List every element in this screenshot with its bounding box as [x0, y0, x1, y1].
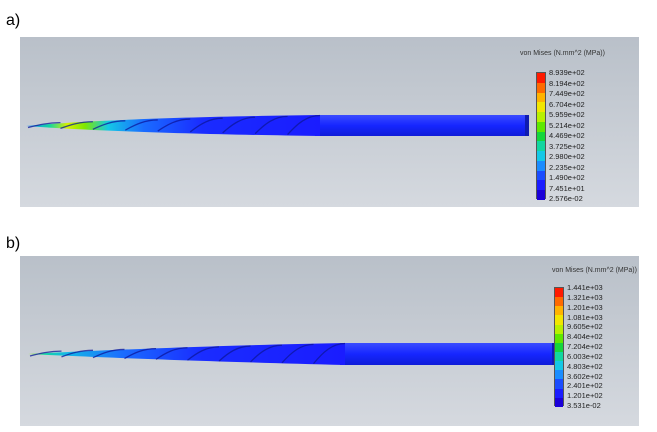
legend-swatch: [537, 170, 545, 181]
legend-colorbar-a: [536, 72, 546, 200]
fea-viewport-b[interactable]: [20, 256, 639, 426]
drill-model-a: [20, 37, 639, 207]
legend-tick-label: 1.441e+03: [567, 283, 603, 292]
flute-edge: [222, 116, 256, 134]
legend-swatch: [537, 73, 545, 83]
legend-swatch: [537, 141, 545, 152]
legend-tick-label: 6.003e+02: [567, 351, 603, 361]
fea-viewport-a[interactable]: [20, 37, 639, 207]
flute-edge: [157, 118, 191, 132]
legend-swatch: [537, 131, 545, 142]
legend-swatch: [555, 388, 563, 398]
flute-edge: [124, 347, 157, 360]
legend-tick-label: 3.602e+02: [567, 371, 603, 381]
legend-colorbar-b: [554, 287, 564, 407]
legend-swatch: [555, 306, 563, 316]
flute-edge: [187, 346, 220, 361]
legend-tick-label: 7.449e+02: [549, 89, 585, 98]
legend-swatch: [537, 102, 545, 113]
legend-tick-label: 8.404e+02: [567, 332, 603, 342]
legend-tick-label: 2.980e+02: [549, 152, 585, 161]
legend-tick-label: 1.201e+02: [567, 391, 603, 401]
legend-swatch: [537, 112, 545, 122]
legend-swatch: [555, 361, 563, 371]
legend-swatch: [555, 351, 563, 362]
legend-swatch: [555, 342, 563, 352]
panel-label-a: a): [6, 12, 21, 29]
flute-edge: [61, 349, 94, 358]
flute-edge: [155, 347, 188, 360]
legend-swatch: [555, 379, 563, 389]
flute-edge: [312, 342, 346, 365]
legend-tick-label: 1.490e+02: [549, 173, 585, 182]
legend-swatch: [537, 151, 545, 161]
legend-swatch: [537, 190, 545, 200]
fluted-body-a: [26, 115, 320, 136]
legend-swatch: [555, 370, 563, 380]
legend-tick-label: 4.803e+02: [567, 361, 603, 371]
legend-tick-label: 1.201e+03: [567, 302, 603, 312]
color-legend-a: von Mises (N.mm^2 (MPa)) 8.939e+02 8.194e…: [520, 50, 640, 210]
legend-swatch: [555, 397, 563, 407]
legend-tick-label: 1.321e+03: [567, 292, 603, 302]
shank-b: [340, 343, 554, 365]
legend-tick-label: 5.959e+02: [549, 110, 585, 119]
legend-swatch: [555, 315, 563, 325]
legend-tick-label: 6.704e+02: [549, 99, 585, 109]
legend-tick-label: 3.725e+02: [549, 141, 585, 151]
legend-swatch: [555, 288, 563, 298]
legend-tick-label: 7.204e+02: [567, 342, 603, 351]
legend-tick-label: 3.531e-02: [567, 401, 601, 410]
legend-tick-label: 8.939e+02: [549, 68, 585, 77]
legend-tick-label: 2.576e-02: [549, 194, 583, 203]
legend-title-b: von Mises (N.mm^2 (MPa)): [552, 267, 637, 274]
legend-tick-label: 8.194e+02: [549, 78, 585, 88]
flute-edge: [189, 117, 223, 133]
legend-title-a: von Mises (N.mm^2 (MPa)): [520, 50, 605, 57]
legend-tick-label: 1.081e+03: [567, 312, 603, 322]
flute-edge: [254, 115, 288, 135]
flute-edge: [287, 114, 321, 136]
flute-edge: [27, 121, 61, 129]
flute-edge: [125, 119, 158, 131]
flute-edge: [92, 120, 126, 130]
legend-tick-label: 2.235e+02: [549, 162, 585, 172]
flute-edge: [29, 350, 62, 357]
legend-tick-label: 4.469e+02: [549, 131, 585, 140]
legend-tick-label: 2.401e+02: [567, 381, 603, 391]
flute-edge: [281, 343, 314, 364]
legend-swatch: [537, 160, 545, 171]
legend-tick-label: 7.451e+01: [549, 183, 585, 193]
flute-edge: [250, 344, 283, 363]
panel-label-b: b): [6, 235, 21, 252]
legend-swatch: [555, 324, 563, 334]
fluted-body-b: [28, 343, 345, 365]
legend-swatch: [537, 92, 545, 103]
legend-swatch: [537, 82, 545, 93]
flute-edge: [92, 348, 125, 359]
legend-tick-label: 9.605e+02: [567, 322, 603, 332]
legend-swatch: [537, 180, 545, 191]
legend-swatch: [555, 297, 563, 307]
drill-model-b: [20, 256, 639, 426]
color-legend-b: von Mises (N.mm^2 (MPa)) 1.441e+03 1.321e…: [538, 264, 653, 424]
flute-edge: [218, 345, 251, 362]
legend-tick-label: 5.214e+02: [549, 120, 585, 130]
legend-swatch: [537, 121, 545, 132]
shank-a: [315, 115, 527, 136]
flute-edge: [60, 121, 93, 130]
legend-swatch: [555, 333, 563, 343]
